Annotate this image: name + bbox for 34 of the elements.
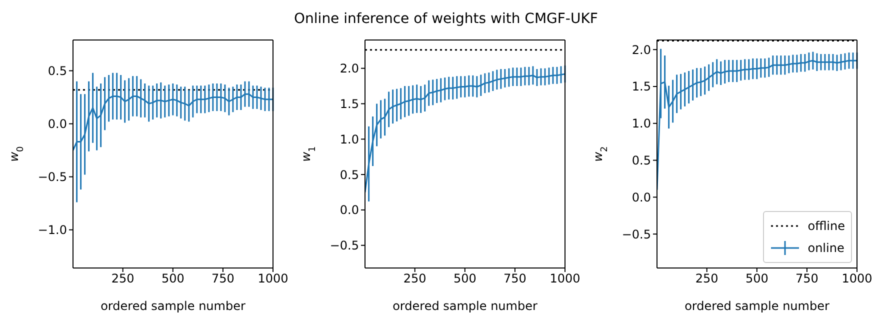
x-tick-label: 500 [161,272,184,286]
x-axis-title: ordered sample number [684,299,830,313]
y-tick-label: −0.5 [622,227,651,242]
y-tick-label: −1.0 [38,223,67,238]
y-tick-label: 2.0 [632,42,651,57]
x-tick-label: 750 [503,272,526,286]
x-axis-title: ordered sample number [392,299,538,313]
x-tick-label: 1000 [550,272,580,286]
x-tick-label: 250 [695,272,718,286]
x-tick-label: 750 [211,272,234,286]
x-tick-label: 500 [745,272,768,286]
y-tick-label: 0.5 [48,64,67,78]
y-tick-label: 0.0 [632,190,651,204]
y-tick-label: 1.0 [340,132,359,146]
y-tick-label: 2.0 [340,62,359,76]
y-tick-label: −0.5 [38,170,67,184]
x-tick-label: 500 [453,272,476,286]
y-tick-label: 0.0 [48,117,67,132]
legend-label: online [808,241,844,255]
x-axis-title: ordered sample number [100,299,246,313]
y-tick-label: 1.5 [632,80,651,94]
y-tick-label: 0.5 [632,154,651,168]
x-tick-label: 250 [403,272,426,286]
x-tick-label: 1000 [842,272,872,286]
y-tick-label: 1.5 [340,96,359,111]
y-tick-label: 0.5 [340,168,359,182]
x-tick-label: 250 [111,272,134,286]
y-tick-label: −0.5 [330,238,359,253]
y-tick-label: 1.0 [632,116,651,131]
y-tick-label: 0.0 [340,203,359,218]
chart-title: Online inference of weights with CMGF-UKF [293,10,599,29]
legend-label: offline [808,219,845,233]
x-tick-label: 750 [795,272,818,286]
x-tick-label: 1000 [258,272,288,286]
